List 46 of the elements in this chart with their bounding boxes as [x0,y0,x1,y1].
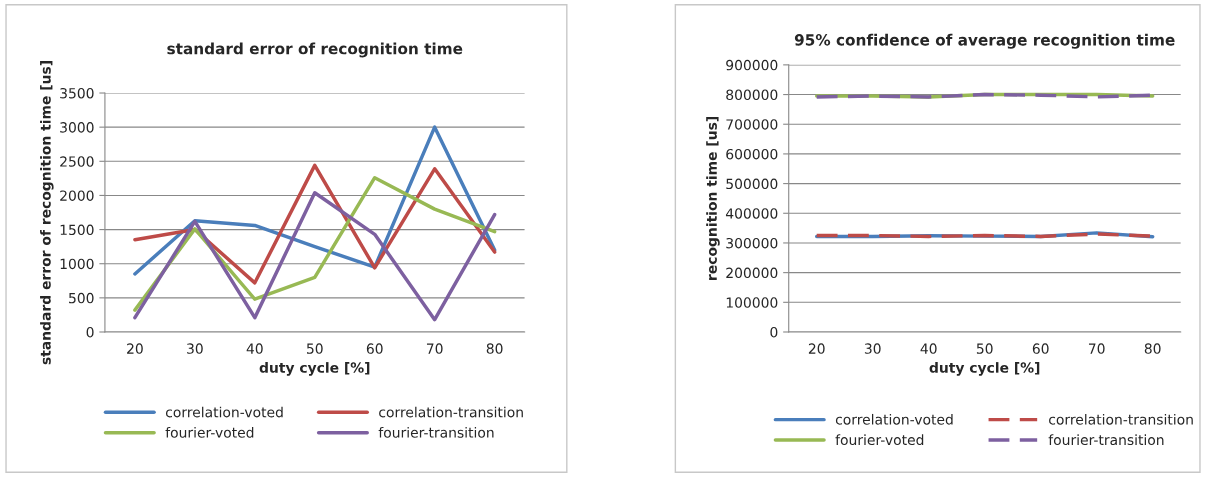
legend-label: fourier-voted [165,427,254,438]
y-tick-label: 500 [69,292,94,304]
x-tick-label: 20 [127,343,143,354]
chart-title: 95% confidence of average recognition time [794,33,1175,49]
y-tick-label: 0 [86,326,94,338]
legend-label: correlation-transition [1049,413,1193,425]
x-tick-label: 70 [426,343,443,354]
x-tick-label: 50 [307,343,323,354]
x-tick-label: 20 [808,343,825,354]
x-tick-label: 60 [1032,343,1049,354]
x-tick-label: 30 [187,343,203,354]
y-tick-label: 2000 [60,190,94,201]
x-tick-label: 30 [864,343,881,354]
y-tick-label: 800000 [726,89,778,101]
y-tick-label: 200000 [726,267,778,279]
y-tick-label: 400000 [725,208,778,219]
legend-label: correlation-voted [835,413,953,425]
y-tick-label: 300000 [726,237,778,249]
legend-label: fourier-transition [1048,434,1164,446]
x-axis-title: duty cycle [%] [929,362,1040,376]
y-tick-label: 700000 [726,119,778,130]
chart-title: standard error of recognition time [167,42,463,58]
y-tick-label: 0 [770,326,778,338]
legend-label: fourier-voted [835,434,924,446]
legend-label: correlation-transition [379,406,523,418]
y-tick-label: 1000 [60,258,94,270]
y-tick-label: 900000 [726,59,778,71]
x-tick-label: 70 [1088,343,1105,354]
x-tick-label: 60 [366,343,383,354]
x-tick-label: 40 [920,343,937,354]
x-tick-label: 40 [246,343,263,354]
y-axis-title: recognition time [us] [706,116,720,280]
legend-label: correlation-voted [165,406,283,418]
y-tick-label: 600000 [726,148,778,160]
x-tick-label: 80 [1144,343,1161,354]
x-tick-label: 80 [486,343,503,354]
y-axis-title: standard error of recognition time [us] [40,61,54,365]
y-tick-label: 2500 [60,156,94,167]
y-tick-label: 3500 [60,87,94,99]
x-tick-label: 50 [976,343,993,354]
y-tick-label: 3000 [60,122,94,133]
y-tick-label: 100000 [726,297,778,308]
legend-label: fourier-transition [378,427,494,438]
y-tick-label: 1500 [60,224,94,236]
x-axis-title: duty cycle [%] [259,362,370,376]
y-tick-label: 500000 [726,178,778,190]
